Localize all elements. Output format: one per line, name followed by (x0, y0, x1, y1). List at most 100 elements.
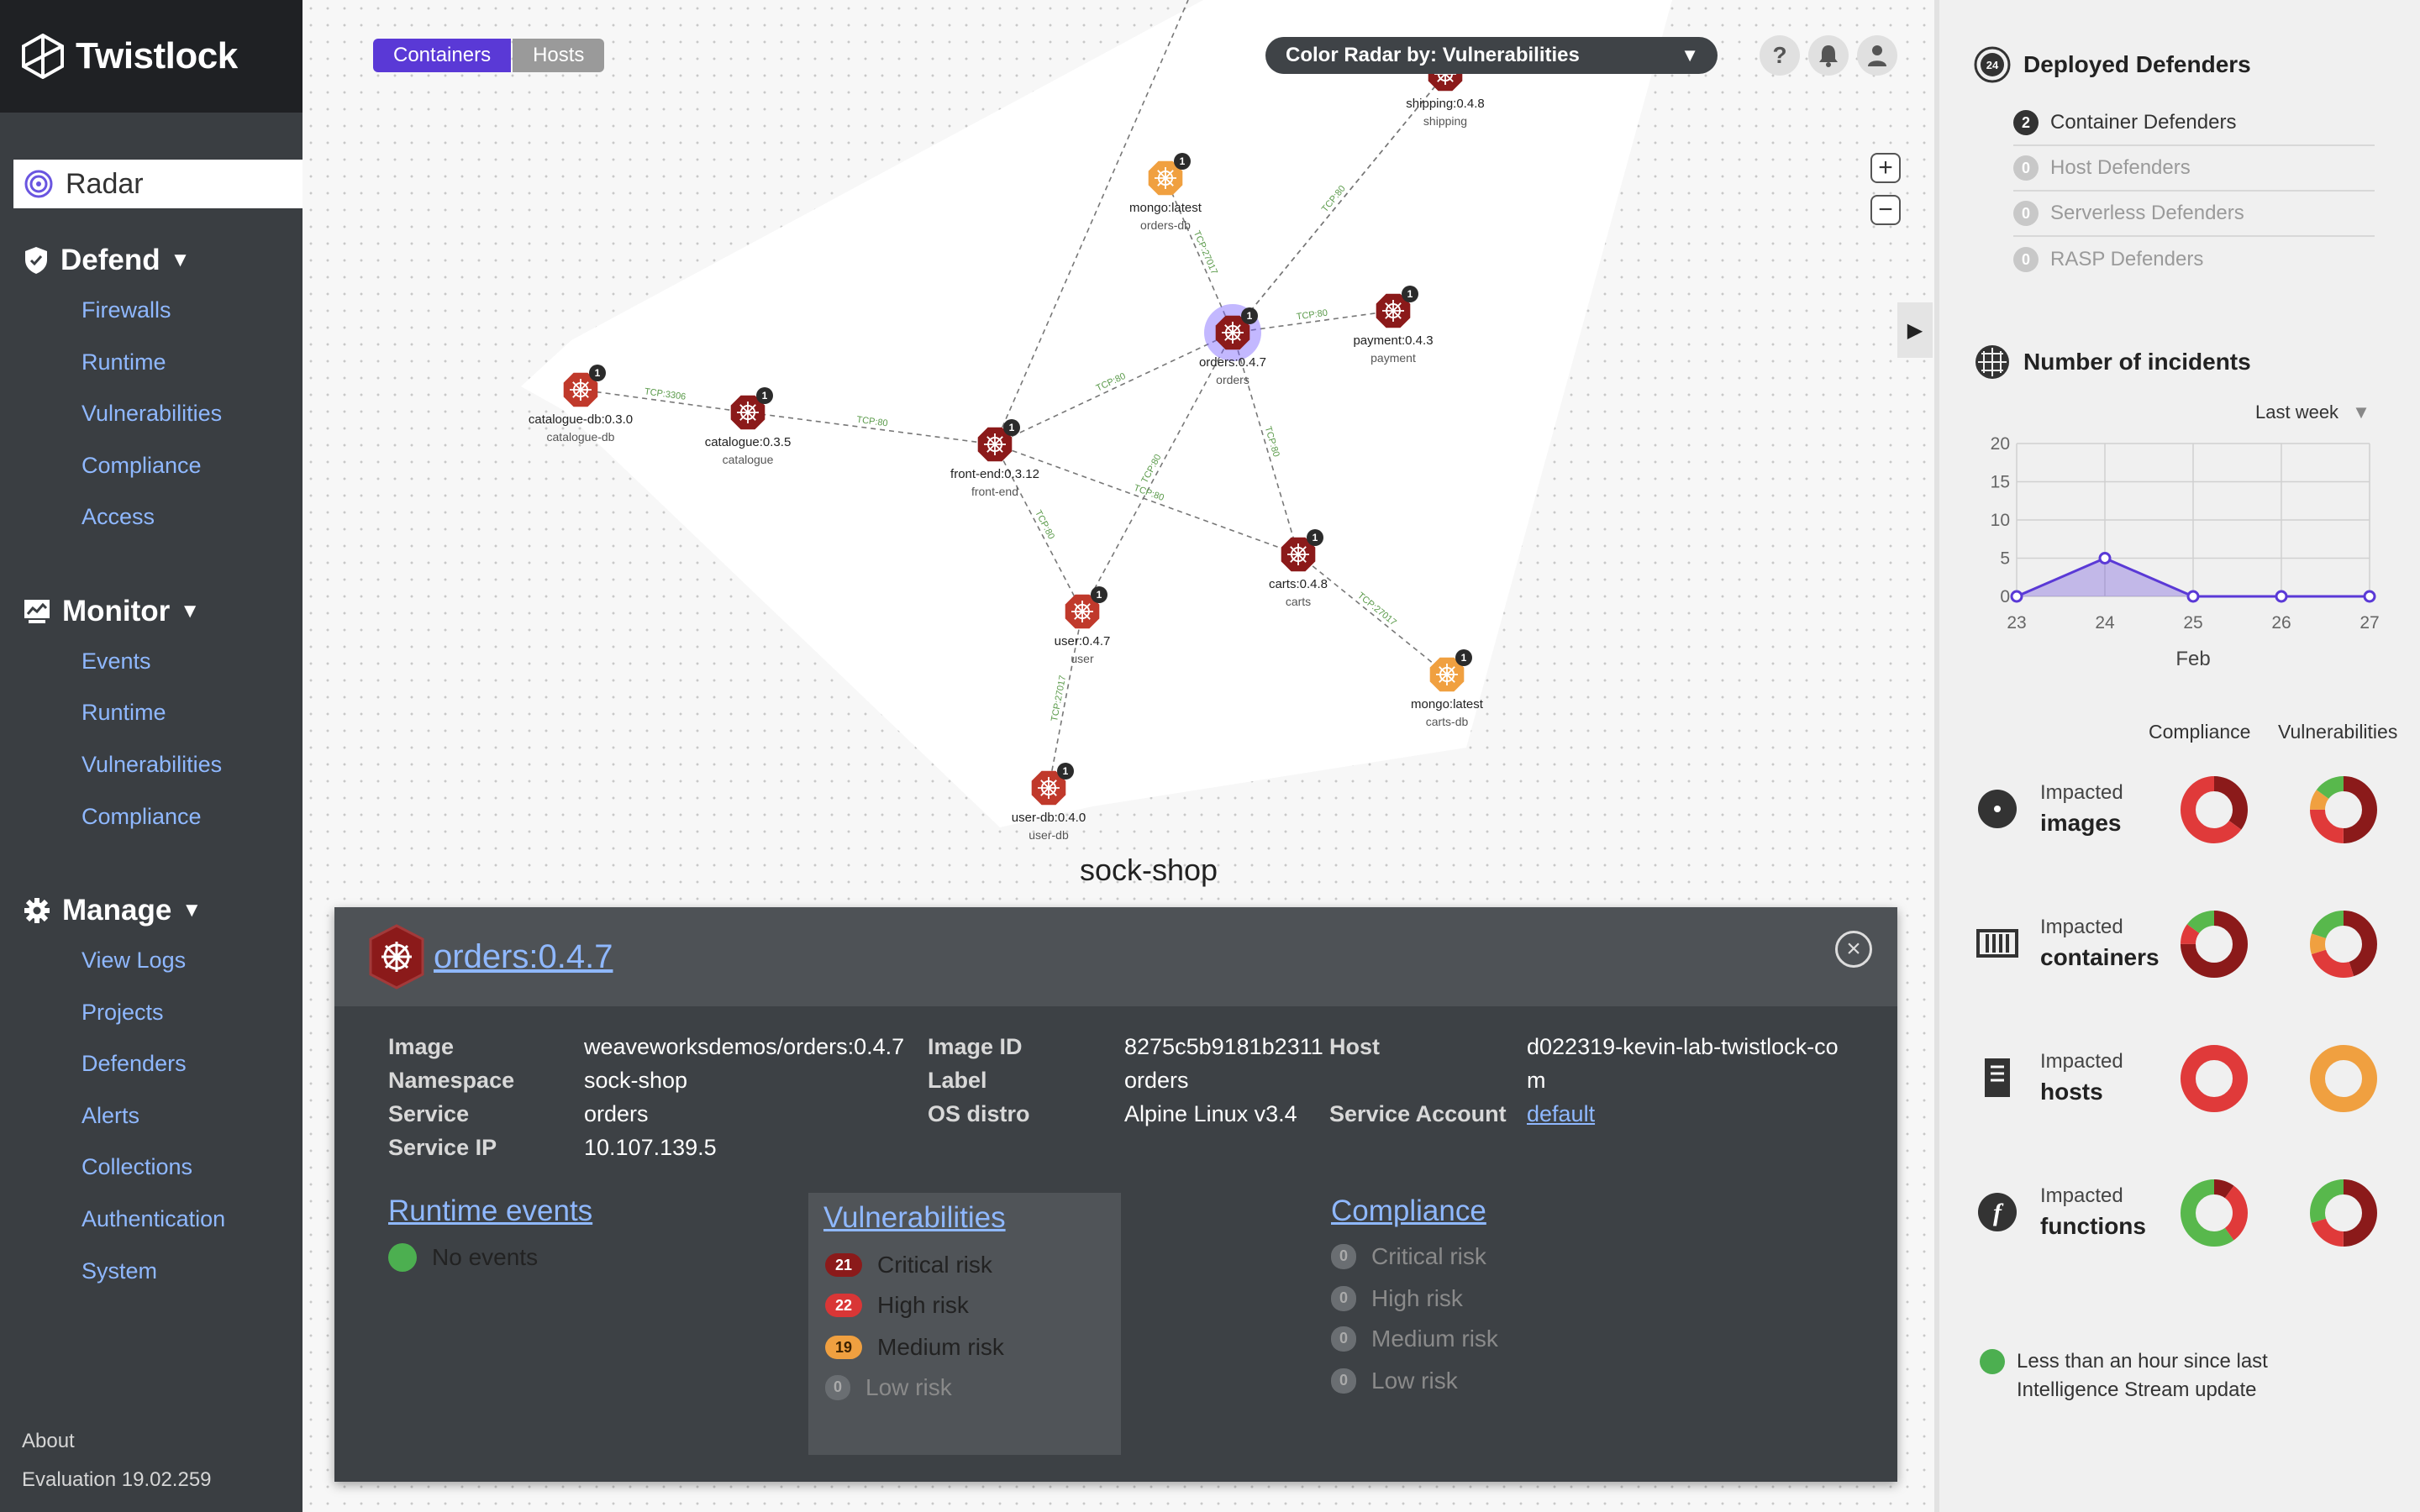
nav-monitor-runtime[interactable]: Runtime (82, 700, 166, 725)
nav-defend-compliance[interactable]: Compliance (82, 453, 202, 478)
node-catalogue[interactable]: 1 catalogue:0.3.5 catalogue (705, 387, 792, 466)
impacted-containers[interactable]: Impacted containers (1976, 916, 2160, 971)
section-manage[interactable]: Manage ▼ (24, 894, 202, 927)
nav-collections[interactable]: Collections (82, 1154, 193, 1179)
chevron-down-icon: ▼ (2352, 402, 2370, 423)
risk-label: Critical risk (1371, 1243, 1486, 1269)
logo[interactable]: Twistlock ◀ (0, 0, 324, 113)
field-service-value: orders (584, 1101, 649, 1126)
nav-view-logs[interactable]: View Logs (82, 948, 187, 973)
vulnerabilities-box (808, 1193, 1121, 1455)
x-tick-label: 26 (2271, 613, 2291, 633)
nav-defend-vulnerabilities[interactable]: Vulnerabilities (82, 401, 223, 426)
compliance-link[interactable]: Compliance (1331, 1194, 1486, 1227)
tab-containers[interactable]: Containers (373, 39, 512, 72)
impacted-hosts[interactable]: Impacted hosts (1976, 1050, 2123, 1105)
help-icon[interactable]: ? (1760, 35, 1800, 76)
nav-authentication[interactable]: Authentication (82, 1206, 226, 1231)
vulnerabilities-donut[interactable] (2310, 776, 2377, 843)
field-serviceip-value: 10.107.139.5 (584, 1135, 717, 1160)
nav-firewalls[interactable]: Firewalls (82, 297, 171, 323)
clock-24-icon: 24 (1974, 46, 2011, 83)
defender-row-rasp[interactable]: 0 RASP Defenders (2013, 237, 2375, 282)
compliance-donut[interactable] (2181, 1179, 2248, 1247)
compliance-row-high: 0 High risk (1331, 1285, 1463, 1312)
runtime-events-link[interactable]: Runtime events (388, 1194, 593, 1227)
vulnerabilities-donut[interactable] (2310, 1179, 2377, 1247)
vulnerabilities-link[interactable]: Vulnerabilities (823, 1201, 1006, 1234)
nav-system[interactable]: System (82, 1258, 158, 1284)
node-user-db[interactable]: 1 user-db:0.4.0 user-db (1012, 763, 1086, 842)
nav-alerts[interactable]: Alerts (82, 1103, 140, 1128)
nav-events[interactable]: Events (82, 648, 151, 674)
color-radar-select[interactable]: Color Radar by: Vulnerabilities ▼ (1265, 37, 1718, 74)
bell-icon[interactable] (1808, 35, 1849, 76)
impacted-functions[interactable]: f Impacted functions (1976, 1184, 2146, 1240)
vuln-row-medium: 19 Medium risk (825, 1334, 1004, 1361)
nav-projects[interactable]: Projects (82, 1000, 164, 1025)
data-point[interactable] (2363, 590, 2376, 603)
nav-monitor-compliance[interactable]: Compliance (82, 804, 202, 829)
sidebar-item-radar[interactable]: Radar (13, 160, 302, 208)
chevron-down-icon: ▼ (170, 249, 191, 271)
data-point[interactable] (2275, 590, 2288, 603)
node-payment[interactable]: 1 payment:0.4.3 payment (1353, 286, 1434, 365)
compliance-donut[interactable] (2181, 776, 2248, 843)
donut-segment (2310, 911, 2377, 978)
defender-row-container[interactable]: 2 Container Defenders (2013, 101, 2375, 146)
range-select[interactable]: Last week ▼ (2255, 402, 2370, 423)
defender-row-host[interactable]: 0 Host Defenders (2013, 146, 2375, 192)
nav-access[interactable]: Access (82, 504, 155, 529)
vulnerabilities-donut[interactable] (2310, 1045, 2377, 1112)
nav-defend-runtime[interactable]: Runtime (82, 349, 166, 375)
nav-defenders[interactable]: Defenders (82, 1051, 187, 1076)
node-carts[interactable]: 1 carts:0.4.8 carts (1269, 529, 1328, 608)
radar-icon (24, 170, 53, 198)
section-monitor[interactable]: Monitor ▼ (24, 595, 200, 628)
y-tick-label: 5 (2000, 549, 2010, 569)
chevron-down-icon: ▼ (180, 600, 201, 622)
node-count: 1 (1313, 532, 1318, 543)
node-user[interactable]: 1 user:0.4.7 user (1055, 586, 1111, 665)
helm-spoke (1040, 780, 1057, 796)
field-label-key: Label (928, 1068, 987, 1093)
data-point[interactable] (2186, 590, 2200, 603)
compliance-donut[interactable] (2181, 1045, 2248, 1112)
vulnerabilities-donut[interactable] (2310, 911, 2377, 978)
zoom-out-button[interactable]: − (1870, 195, 1901, 225)
nav-monitor-vulnerabilities[interactable]: Vulnerabilities (82, 752, 223, 777)
twistlock-logo-icon (22, 34, 64, 79)
details-header: orders:0.4.7 × (334, 907, 1897, 1006)
user-icon[interactable] (1857, 35, 1897, 76)
defender-row-serverless[interactable]: 0 Serverless Defenders (2013, 192, 2375, 237)
zoom-in-button[interactable]: + (1870, 153, 1901, 183)
node-front-end[interactable]: 1 front-end:0.3.12 front-end (950, 419, 1039, 498)
node-orders-db[interactable]: 1 mongo:latest orders-db (1129, 153, 1202, 232)
edge-label: TCP:80 (856, 415, 889, 429)
view-toggle[interactable]: Containers Hosts (373, 39, 605, 72)
impacted-label: Impacted (2040, 916, 2123, 938)
about-link[interactable]: About (22, 1430, 75, 1452)
data-point[interactable] (2010, 590, 2023, 603)
function-icon: f (1976, 1191, 2018, 1233)
compliance-donut[interactable] (2181, 911, 2248, 978)
node-carts-db[interactable]: 1 mongo:latest carts-db (1411, 649, 1484, 728)
close-icon[interactable]: × (1835, 931, 1872, 968)
node-name: catalogue-db:0.3.0 (529, 412, 633, 427)
impacted-label: Impacted (2040, 781, 2123, 804)
node-count: 1 (1009, 422, 1015, 433)
chevron-down-icon: ▼ (182, 899, 203, 921)
tab-hosts[interactable]: Hosts (513, 39, 605, 72)
incidents-chart: 0 5 10 15 20 23 24 25 26 27 Feb (1991, 434, 2380, 670)
impacted-images[interactable]: Impacted images (1976, 781, 2123, 837)
expand-panel-button[interactable]: ▶ (1897, 302, 1933, 358)
details-title-link[interactable]: orders:0.4.7 (434, 937, 613, 975)
section-defend[interactable]: Defend ▼ (24, 244, 190, 277)
node-orders[interactable]: 1 orders:0.4.7 orders (1199, 304, 1266, 386)
data-point[interactable] (2098, 552, 2112, 564)
node-catalogue-db[interactable]: 1 catalogue-db:0.3.0 catalogue-db (529, 365, 633, 444)
donut-segment (2181, 776, 2248, 843)
radar-graph[interactable]: TCP:3306TCP:80TCP:80TCP:80TCP:27017TCP:8… (302, 0, 1934, 907)
service-account-link[interactable]: default (1527, 1101, 1596, 1126)
shield-icon (25, 247, 47, 274)
